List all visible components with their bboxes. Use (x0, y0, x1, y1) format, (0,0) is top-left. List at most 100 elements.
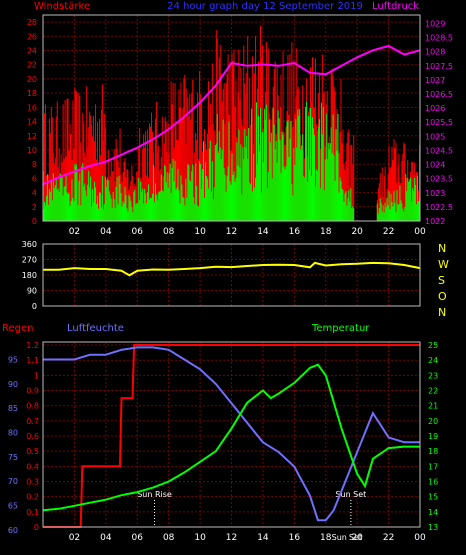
gust-bar (255, 36, 257, 221)
pressure-y-tick-label: 1029 (425, 19, 445, 28)
wind-bar (130, 200, 132, 221)
gust-bar (309, 107, 311, 221)
gust-bar (144, 147, 146, 221)
wind-bar (246, 135, 248, 221)
wind-bar (269, 142, 271, 221)
gust-bar (49, 132, 51, 221)
wind-bar (233, 171, 235, 221)
wind-bar (164, 166, 166, 221)
wind-bar (129, 196, 131, 221)
wind-bar (337, 113, 339, 221)
wind-bar (306, 101, 308, 221)
wind-bar (236, 142, 238, 221)
gust-bar (211, 63, 213, 221)
wind-bar (385, 207, 387, 221)
gust-bar (223, 82, 225, 221)
wind-bar (295, 119, 297, 221)
wind-bar (87, 184, 89, 221)
wind-bar (318, 119, 320, 221)
gust-bar (98, 118, 100, 221)
gust-bar (393, 139, 395, 221)
pressure-y-tick-label: 1023.5 (425, 175, 453, 184)
wind-bar (75, 166, 77, 221)
wind-bar (48, 189, 50, 221)
wind-bar (88, 170, 90, 221)
wind-bar (63, 186, 65, 221)
wind-y-tick-label: 26 (27, 32, 37, 41)
wind-bar (150, 197, 151, 221)
wind-bar (380, 203, 382, 221)
wind-x-tick-label: 08 (163, 227, 175, 237)
wind-bar (158, 191, 160, 221)
wind-bar (94, 181, 96, 221)
wind-bar (218, 131, 220, 221)
compass-label: S (438, 274, 445, 287)
wind-bar (174, 160, 176, 221)
rain-y-tick-label: 0.6 (26, 432, 39, 441)
gust-bar (117, 160, 119, 221)
temperature-y-tick-label: 18 (428, 447, 438, 456)
temperature-y-tick-label: 20 (428, 417, 438, 426)
wind-bar (245, 147, 247, 221)
wind-bar (114, 208, 116, 221)
wind-x-tick-label: 14 (257, 227, 269, 237)
wind-bar (416, 204, 418, 221)
gust-bar (347, 132, 349, 221)
gust-bar (184, 74, 186, 221)
rain-y-tick-label: 0.2 (26, 493, 39, 502)
wind-bar (350, 188, 352, 221)
gust-bar (113, 149, 115, 221)
gust-bar (206, 133, 208, 221)
wind-bar (101, 175, 103, 221)
wind-bar (131, 207, 133, 221)
wind-bar (194, 204, 196, 221)
wind-bar (60, 175, 62, 221)
wind-bar (169, 163, 171, 221)
wind-bar (417, 176, 419, 221)
wind-y-tick-label: 22 (27, 61, 37, 70)
wind-bar (347, 198, 349, 221)
rain-y-tick-label: 1 (34, 371, 39, 380)
gust-bar (219, 44, 221, 221)
wind-bar (225, 191, 227, 221)
direction-y-tick-label: 270 (22, 256, 37, 265)
gust-bar (243, 45, 245, 222)
wind-bar (157, 192, 159, 221)
wind-bar (331, 153, 333, 221)
rain-x-tick-label: 08 (163, 533, 175, 543)
gust-bar (229, 62, 231, 222)
wind-bar (277, 110, 279, 221)
wind-bar (170, 193, 172, 221)
wind-bar (58, 191, 60, 221)
wind-bar (221, 149, 223, 221)
wind-bar (352, 206, 354, 221)
wind-bar (80, 205, 82, 221)
wind-bar (285, 166, 287, 221)
wind-bar (134, 189, 136, 221)
gust-bar (86, 86, 88, 221)
gust-bar (240, 67, 242, 221)
temperature-y-tick-label: 24 (428, 356, 438, 365)
wind-bar (323, 190, 325, 221)
wind-bar (119, 183, 121, 221)
humidity-y-tick-label: 60 (8, 526, 18, 535)
wind-bar (152, 164, 154, 221)
gust-bar (70, 133, 72, 221)
gust-bar (411, 161, 413, 221)
compass-label: N (438, 242, 446, 255)
wind-bar (68, 192, 70, 221)
wind-bar (117, 204, 119, 221)
wind-x-tick-label: 18 (320, 227, 332, 237)
wind-bar (392, 206, 394, 221)
wind-bar (53, 187, 55, 221)
gust-bar (104, 128, 106, 221)
gust-bar (260, 58, 262, 221)
wind-bar (77, 205, 79, 221)
wind-bar (261, 132, 263, 221)
wind-bar (177, 168, 179, 221)
wind-bar (99, 192, 101, 221)
wind-bar (122, 201, 124, 221)
gust-bar (97, 166, 99, 221)
gust-bar (171, 104, 173, 221)
pressure-y-tick-label: 1028 (425, 48, 445, 57)
